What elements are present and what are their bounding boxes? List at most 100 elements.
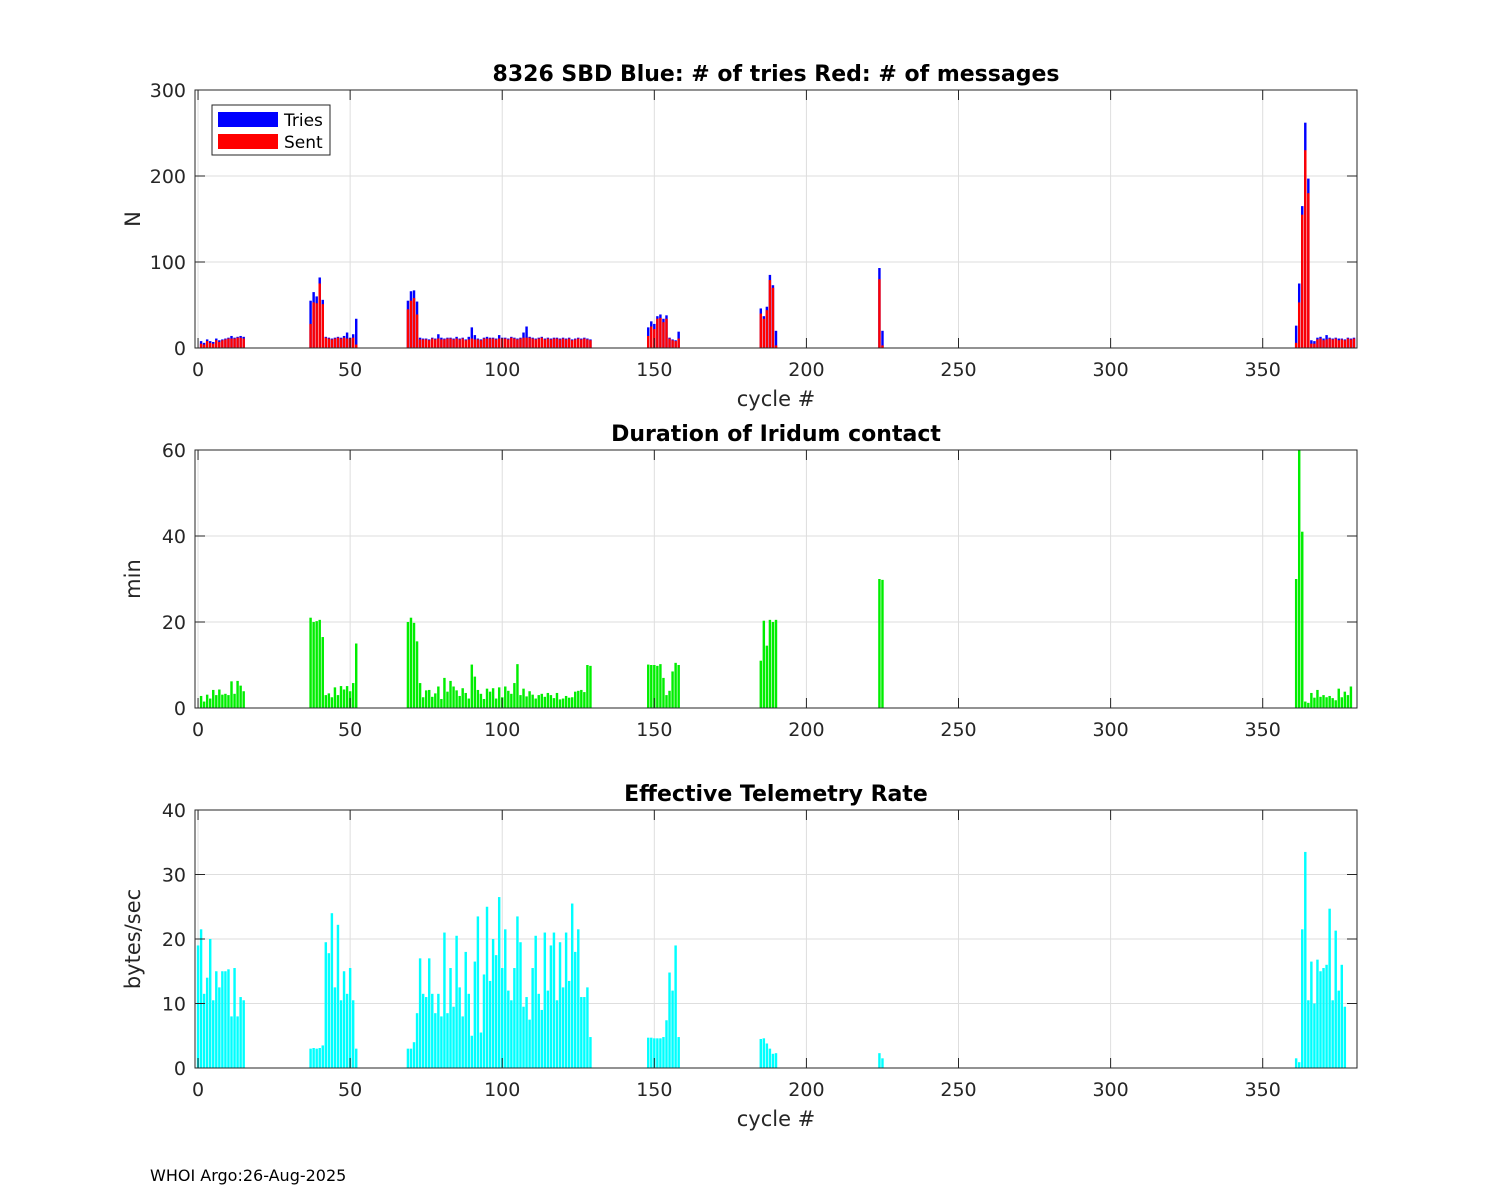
bar-cycle-8 xyxy=(221,971,224,1068)
bar-cycle-108 xyxy=(525,696,528,708)
bar-sent-cycle-93 xyxy=(479,340,483,348)
bar-cycle-75 xyxy=(424,997,428,1068)
bar-cycle-10 xyxy=(227,695,230,708)
bar-cycle-374 xyxy=(1334,700,1337,708)
bar-cycle-158 xyxy=(677,665,680,708)
bar-sent-cycle-110 xyxy=(531,338,534,348)
bar-cycle-364 xyxy=(1304,851,1307,1068)
bar-tries-cycle-90 xyxy=(470,327,474,348)
bar-cycle-83 xyxy=(449,680,452,708)
bar-cycle-107 xyxy=(522,1006,525,1068)
bar-cycle-120 xyxy=(561,987,565,1068)
bar-cycle-372 xyxy=(1328,908,1331,1068)
bar-sent-cycle-88 xyxy=(464,340,467,348)
bar-cycle-114 xyxy=(543,696,547,708)
bar-cycle-112 xyxy=(537,993,540,1068)
bar-sent-cycle-374 xyxy=(1334,338,1337,348)
bar-cycle-101 xyxy=(504,686,507,708)
x-tick-label: 200 xyxy=(788,359,824,381)
bar-sent-cycle-125 xyxy=(577,338,580,348)
bar-cycle-366 xyxy=(1310,692,1313,708)
bar-cycle-111 xyxy=(534,698,537,708)
bar-sent-cycle-73 xyxy=(418,339,422,348)
bar-cycle-128 xyxy=(586,987,589,1068)
bar-sent-cycle-371 xyxy=(1325,339,1328,348)
bar-cycle-83 xyxy=(449,968,452,1068)
bar-sent-cycle-83 xyxy=(449,338,452,348)
bar-sent-cycle-186 xyxy=(762,318,766,348)
bar-sent-cycle-149 xyxy=(650,326,653,348)
x-tick-label: 250 xyxy=(940,359,976,381)
bar-cycle-150 xyxy=(653,665,656,708)
bar-cycle-74 xyxy=(421,697,425,708)
bar-cycle-12 xyxy=(233,968,236,1068)
bar-cycle-48 xyxy=(342,689,346,708)
bar-sent-cycle-118 xyxy=(555,338,559,348)
bar-cycle-115 xyxy=(546,692,550,708)
bar-cycle-98 xyxy=(494,698,498,708)
bar-sent-cycle-225 xyxy=(881,345,884,348)
bar-cycle-377 xyxy=(1343,691,1347,708)
bar-cycle-95 xyxy=(485,906,489,1068)
bar-cycle-189 xyxy=(771,1053,775,1068)
bar-cycle-76 xyxy=(428,958,431,1068)
bar-cycle-69 xyxy=(406,1048,410,1068)
bar-sent-cycle-48 xyxy=(342,337,346,348)
bar-cycle-82 xyxy=(446,691,449,708)
bar-cycle-117 xyxy=(552,698,556,708)
bar-cycle-94 xyxy=(482,698,486,708)
bar-cycle-41 xyxy=(321,637,324,708)
bar-cycle-43 xyxy=(327,693,331,708)
bar-tries-cycle-108 xyxy=(525,326,528,348)
bar-cycle-46 xyxy=(336,924,340,1068)
bar-cycle-80 xyxy=(440,698,443,708)
bar-cycle-82 xyxy=(446,1013,449,1068)
axes-box xyxy=(194,449,1358,709)
bar-sent-cycle-376 xyxy=(1340,339,1344,348)
bar-cycle-363 xyxy=(1301,929,1304,1068)
bar-cycle-225 xyxy=(881,579,884,708)
chart-panel-2: 0 50 100 150 200 250 300 350 0 20 40 60 Duration of … xyxy=(121,422,1358,741)
bar-cycle-91 xyxy=(473,676,477,708)
bar-sent-cycle-86 xyxy=(458,339,461,348)
bar-sent-cycle-156 xyxy=(671,340,674,348)
bar-cycle-74 xyxy=(421,993,425,1068)
bar-cycle-51 xyxy=(351,683,355,708)
bar-cycle-52 xyxy=(355,643,358,708)
x-tick-label: 350 xyxy=(1245,719,1281,741)
bar-sent-cycle-95 xyxy=(485,338,489,348)
bar-tries-cycle-52 xyxy=(355,318,358,348)
bar-sent-cycle-373 xyxy=(1331,339,1334,348)
bar-cycle-72 xyxy=(415,1013,419,1068)
bar-cycle-51 xyxy=(351,1000,355,1068)
bar-cycle-89 xyxy=(467,993,470,1068)
bar-cycle-6 xyxy=(215,971,218,1068)
bar-cycle-366 xyxy=(1310,961,1313,1068)
x-axis-label: cycle # xyxy=(737,387,816,411)
bar-sent-cycle-129 xyxy=(589,340,592,348)
x-tick-label: 200 xyxy=(788,719,824,741)
bar-sent-cycle-155 xyxy=(668,338,671,348)
bar-sent-cycle-38 xyxy=(312,302,315,348)
bar-cycle-109 xyxy=(528,1019,531,1068)
bar-sent-cycle-362 xyxy=(1297,302,1301,348)
bar-cycle-116 xyxy=(549,945,553,1068)
bar-cycle-157 xyxy=(674,662,677,708)
bar-sent-cycle-116 xyxy=(549,339,553,348)
bar-sent-cycle-7 xyxy=(218,341,221,348)
bar-sent-cycle-8 xyxy=(221,340,224,348)
bar-sent-cycle-364 xyxy=(1304,150,1307,348)
bar-cycle-4 xyxy=(208,698,212,708)
bar-cycle-0 xyxy=(196,945,200,1068)
bar-sent-cycle-77 xyxy=(431,338,434,348)
bar-cycle-116 xyxy=(549,695,553,708)
x-tick-label: 150 xyxy=(636,1079,672,1101)
bar-cycle-52 xyxy=(355,1048,358,1068)
bar-cycle-149 xyxy=(650,665,653,708)
y-tick-label: 200 xyxy=(150,166,186,188)
y-tick-label: 0 xyxy=(174,338,186,360)
bar-cycle-376 xyxy=(1340,964,1344,1068)
bar-cycle-367 xyxy=(1313,697,1316,708)
bar-sent-cycle-121 xyxy=(564,339,568,348)
